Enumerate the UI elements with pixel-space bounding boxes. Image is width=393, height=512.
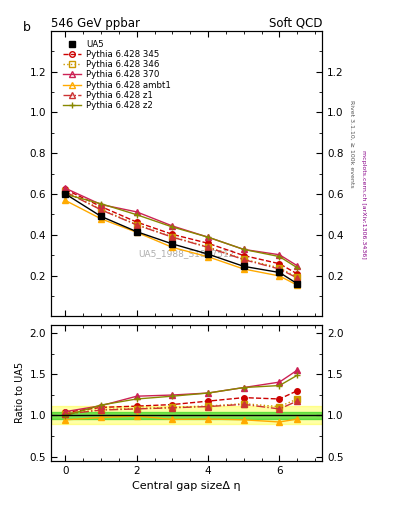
Y-axis label: Ratio to UA5: Ratio to UA5 [15,362,26,423]
Text: Rivet 3.1.10, ≥ 100k events: Rivet 3.1.10, ≥ 100k events [349,99,354,187]
Pythia 6.428 345 [170,231,175,238]
Pythia 6.428 ambt1 [63,198,68,204]
Pythia 6.428 ambt1 [241,266,246,272]
Pythia 6.428 z1 [63,189,68,195]
Pythia 6.428 z1 [277,266,282,272]
Bar [51,406,322,424]
X-axis label: Central gap sizeΔ η: Central gap sizeΔ η [132,481,241,491]
Pythia 6.428 z2 [134,211,139,218]
Pythia 6.428 z2 [170,224,175,230]
Pythia 6.428 ambt1 [99,216,103,222]
Pythia 6.428 346 [170,233,175,240]
Bar [51,412,322,419]
Pythia 6.428 370 [63,185,68,191]
Pythia 6.428 370 [134,209,139,215]
Pythia 6.428 ambt1 [295,282,299,288]
Pythia 6.428 346 [241,256,246,262]
Pythia 6.428 z1 [99,207,103,213]
Pythia 6.428 345 [99,203,103,209]
Pythia 6.428 345 [277,261,282,267]
Pythia 6.428 ambt1 [277,273,282,279]
Text: UA5_1988_S1867512: UA5_1988_S1867512 [139,249,235,258]
Pythia 6.428 345 [206,240,210,246]
Pythia 6.428 370 [241,246,246,252]
Pythia 6.428 370 [99,202,103,208]
Pythia 6.428 z2 [63,191,68,198]
Pythia 6.428 z2 [206,234,210,240]
Pythia 6.428 345 [63,186,68,193]
Pythia 6.428 z1 [134,222,139,228]
Line: Pythia 6.428 370: Pythia 6.428 370 [62,185,300,268]
Line: Pythia 6.428 346: Pythia 6.428 346 [62,189,300,280]
Line: Pythia 6.428 z1: Pythia 6.428 z1 [62,189,300,281]
Pythia 6.428 z2 [277,253,282,260]
Pythia 6.428 346 [134,222,139,228]
Y-axis label: b: b [23,20,31,34]
Pythia 6.428 346 [63,188,68,195]
Pythia 6.428 z1 [206,244,210,250]
Legend: UA5, Pythia 6.428 345, Pythia 6.428 346, Pythia 6.428 370, Pythia 6.428 ambt1, P: UA5, Pythia 6.428 345, Pythia 6.428 346,… [61,38,173,112]
Pythia 6.428 346 [295,274,299,280]
Text: Soft QCD: Soft QCD [269,16,322,30]
Pythia 6.428 345 [295,271,299,277]
Pythia 6.428 z1 [295,275,299,281]
Pythia 6.428 345 [134,219,139,225]
Line: Pythia 6.428 345: Pythia 6.428 345 [62,187,300,276]
Pythia 6.428 370 [170,223,175,229]
Pythia 6.428 370 [206,234,210,240]
Pythia 6.428 z1 [241,257,246,263]
Pythia 6.428 z1 [170,234,175,240]
Line: Pythia 6.428 ambt1: Pythia 6.428 ambt1 [62,198,300,288]
Pythia 6.428 ambt1 [170,244,175,250]
Pythia 6.428 346 [277,265,282,271]
Pythia 6.428 345 [241,252,246,259]
Pythia 6.428 ambt1 [206,254,210,260]
Pythia 6.428 346 [99,206,103,212]
Line: Pythia 6.428 z2: Pythia 6.428 z2 [62,191,301,271]
Pythia 6.428 370 [295,263,299,269]
Text: 546 GeV ppbar: 546 GeV ppbar [51,16,140,30]
Pythia 6.428 z2 [241,246,246,252]
Pythia 6.428 370 [277,252,282,258]
Pythia 6.428 346 [206,244,210,250]
Pythia 6.428 z2 [295,265,299,271]
Text: mcplots.cern.ch [arXiv:1306.3436]: mcplots.cern.ch [arXiv:1306.3436] [361,151,366,259]
Pythia 6.428 ambt1 [134,229,139,236]
Pythia 6.428 z2 [99,201,103,207]
